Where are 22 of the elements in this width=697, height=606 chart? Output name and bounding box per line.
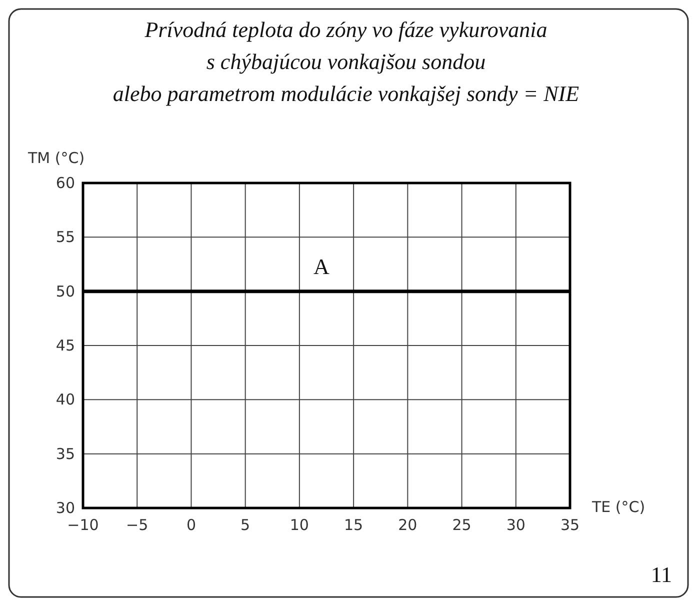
annotation: A: [314, 254, 330, 279]
y-tick-label: 40: [56, 390, 75, 409]
x-tick-label: 30: [506, 516, 526, 534]
y-tick-label: 50: [56, 282, 75, 300]
x-tick-label: −5: [126, 516, 148, 534]
x-tick-label: 25: [452, 516, 472, 534]
x-tick-label: 0: [186, 516, 196, 534]
y-axis-title: TM (°C): [27, 149, 85, 167]
chart-title: Prívodná teplota do zóny vo fáze vykurovania s chýbajúcou vonkajšou sondou alebo parametrom modulácie vonkajšej sondy = NIE: [112, 17, 580, 106]
x-tick-label: −10: [67, 516, 99, 534]
y-tick-label: 55: [56, 228, 75, 246]
y-tick-label: 60: [56, 174, 75, 192]
x-tick-label: 20: [398, 516, 418, 534]
text: 11: [650, 562, 672, 587]
x-tick-label: 15: [344, 516, 364, 534]
x-tick-label: 35: [560, 516, 580, 534]
y-tick-label: 45: [56, 336, 75, 354]
y-tick-label: 35: [56, 444, 75, 463]
x-tick-label: 5: [240, 516, 250, 534]
x-axis-title: TE (°C): [591, 498, 646, 516]
y-tick-label: 30: [56, 499, 75, 517]
x-tick-label: 10: [290, 516, 309, 534]
